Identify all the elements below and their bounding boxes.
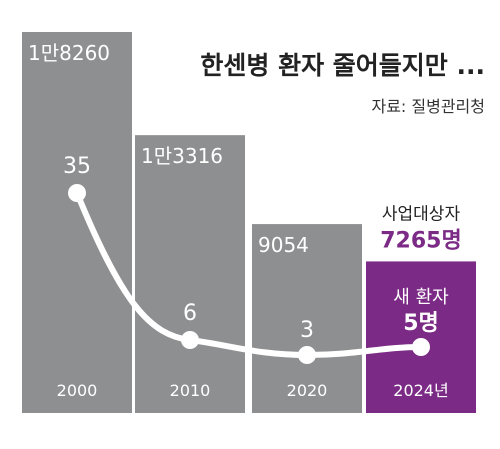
x-tick-label: 2010 (170, 381, 211, 400)
series-line (74, 190, 424, 359)
highlight-line-value: 5명 (403, 311, 439, 336)
bar-2000 (22, 32, 132, 413)
chart-title: 한센병 환자 줄어들지만 ... (200, 51, 485, 80)
labels-layer: 2000 2010 2020 2024년 1만8260 1만3316 9054 사업대상자 72… (28, 41, 462, 400)
line-point (298, 346, 316, 364)
bar-value-label: 9054 (258, 233, 309, 257)
highlight-line-name: 새 환자 (393, 287, 449, 308)
line-value-label: 3 (300, 318, 314, 343)
bars-layer (22, 32, 476, 413)
x-tick-label: 2024년 (393, 381, 448, 400)
bar-value-label: 1만8260 (28, 41, 110, 65)
bar-value-label: 1만3316 (141, 144, 223, 168)
line-point (181, 331, 199, 349)
line-point (68, 184, 86, 202)
line-point (412, 338, 430, 356)
highlight-bar-name: 사업대상자 (382, 204, 461, 224)
line-value-label: 6 (183, 301, 197, 326)
chart-source: 자료: 질병관리청 (371, 97, 485, 116)
line-layer (68, 184, 430, 364)
bar-2024년 (366, 261, 476, 413)
bar-2020 (252, 224, 362, 413)
x-tick-label: 2000 (57, 381, 98, 400)
bar-2010 (135, 135, 245, 413)
highlight-bar-value: 7265명 (380, 228, 461, 253)
line-value-label: 35 (63, 154, 91, 179)
x-tick-label: 2020 (287, 381, 328, 400)
